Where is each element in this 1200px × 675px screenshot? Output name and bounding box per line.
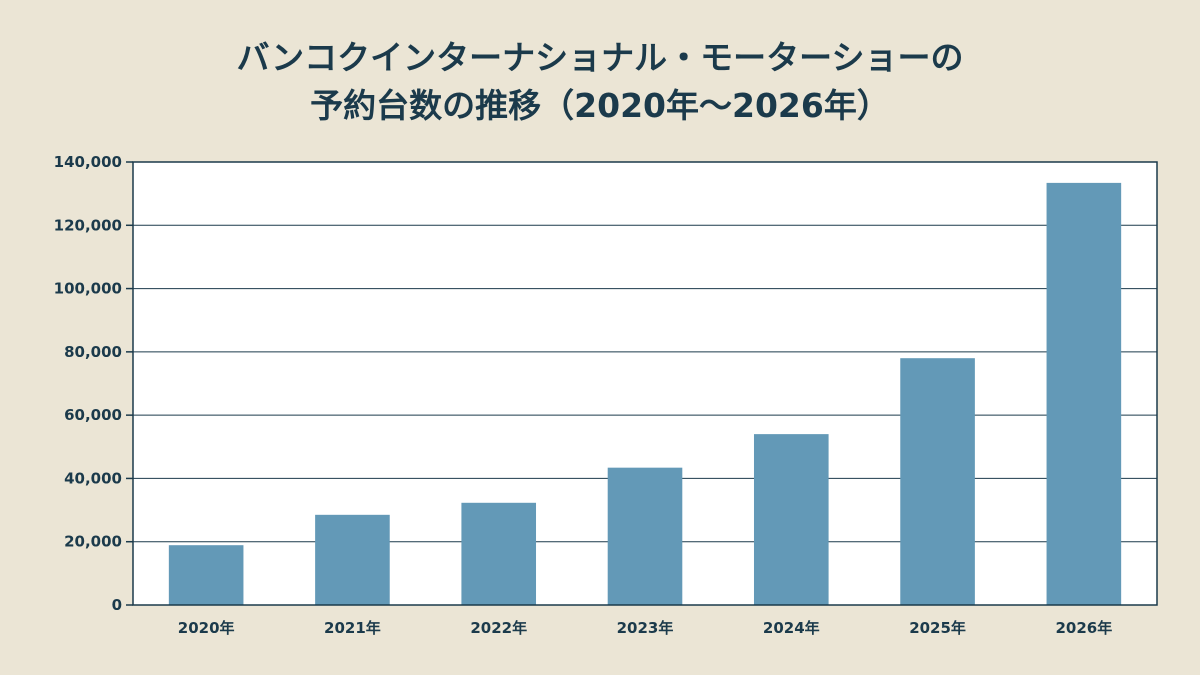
x-tick-label: 2024年 xyxy=(763,619,820,637)
x-tick-label: 2022年 xyxy=(470,619,527,637)
y-tick-label: 120,000 xyxy=(54,216,122,234)
bar xyxy=(168,545,244,605)
y-tick-label: 40,000 xyxy=(64,469,122,487)
x-tick-label: 2021年 xyxy=(324,619,381,637)
bar xyxy=(1046,182,1122,606)
x-tick-label: 2026年 xyxy=(1055,619,1112,637)
chart-title: バンコクインターナショナル・モーターショーの 予約台数の推移（2020年〜202… xyxy=(0,34,1200,130)
y-tick-label: 100,000 xyxy=(54,280,122,298)
gridlines xyxy=(133,224,1157,543)
y-tick-label: 140,000 xyxy=(54,153,122,171)
x-tick-label: 2020年 xyxy=(178,619,235,637)
bar xyxy=(461,502,537,605)
y-tick-label: 20,000 xyxy=(64,533,122,551)
y-axis-ticks: 0 20,000 40,000 60,000 80,000 100,000 120,000 1… xyxy=(54,153,133,614)
plot-frame xyxy=(132,161,1158,606)
bars xyxy=(168,182,1122,606)
x-axis-ticks: 2020年 2021年 2022年 2023年 2024年 2025年 2026年 xyxy=(178,619,1112,637)
bar xyxy=(753,434,829,605)
bar xyxy=(900,358,975,605)
y-tick-label: 80,000 xyxy=(64,343,122,361)
y-tick-label: 0 xyxy=(112,596,122,614)
x-tick-label: 2023年 xyxy=(617,619,674,637)
bar xyxy=(607,467,683,605)
x-tick-label: 2025年 xyxy=(909,619,966,637)
chart-title-line-2: 予約台数の推移（2020年〜2026年） xyxy=(310,86,890,125)
chart-title-line-1: バンコクインターナショナル・モーターショーの xyxy=(236,38,964,77)
y-tick-label: 60,000 xyxy=(64,406,122,424)
bar xyxy=(315,514,390,605)
